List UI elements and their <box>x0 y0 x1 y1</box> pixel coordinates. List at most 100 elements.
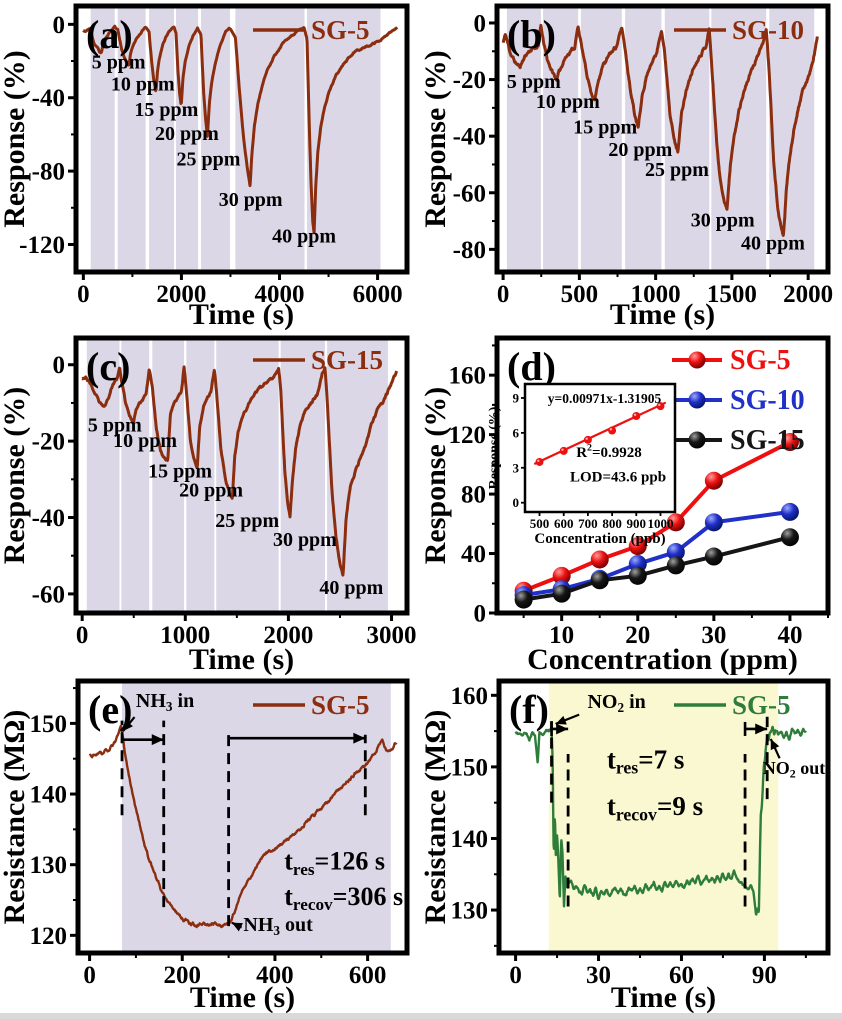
panel-c-chart: 0 1000 2000 3000 0 -20 -40 -60 Time (s) Response … <box>0 335 417 675</box>
svg-text:Response (%): Response (%) <box>487 406 502 489</box>
svg-text:-60: -60 <box>32 581 65 608</box>
svg-text:140: 140 <box>30 782 68 809</box>
svg-text:1000: 1000 <box>647 516 673 531</box>
svg-text:SG-15: SG-15 <box>730 425 805 456</box>
svg-text:(c): (c) <box>86 344 130 389</box>
svg-text:150: 150 <box>30 711 68 738</box>
svg-text:130: 130 <box>30 852 68 879</box>
svg-text:400: 400 <box>256 962 294 989</box>
svg-text:-120: -120 <box>19 232 65 259</box>
svg-text:60: 60 <box>669 962 694 989</box>
panel-a-chart: 0 2000 4000 6000 0 -40 -80 -120 Time (s) Response… <box>0 3 410 330</box>
svg-text:-40: -40 <box>32 505 65 532</box>
svg-text:800: 800 <box>602 516 622 531</box>
svg-text:NO2 out: NO2 out <box>763 758 825 781</box>
svg-text:SG-10: SG-10 <box>732 15 804 45</box>
svg-text:5 ppm: 5 ppm <box>88 415 142 437</box>
svg-text:160: 160 <box>451 683 489 710</box>
panel-a: 0 2000 4000 6000 0 -40 -80 -120 Time (s) Response… <box>0 0 421 330</box>
svg-text:30: 30 <box>701 622 726 649</box>
svg-text:0: 0 <box>53 12 66 39</box>
panel-e: 0 200 400 600 120 130 140 150 Time (s) Resistance… <box>0 675 421 1013</box>
svg-text:Resistance (MΩ): Resistance (MΩ) <box>0 710 31 925</box>
svg-text:120: 120 <box>449 422 487 449</box>
svg-text:160: 160 <box>449 363 487 390</box>
svg-text:0: 0 <box>83 962 96 989</box>
svg-text:1000: 1000 <box>160 622 210 649</box>
svg-text:-60: -60 <box>453 180 486 207</box>
svg-text:200: 200 <box>164 962 202 989</box>
svg-text:0: 0 <box>497 281 510 308</box>
svg-text:NH3 in: NH3 in <box>136 690 194 714</box>
svg-text:30: 30 <box>586 962 611 989</box>
svg-text:1000: 1000 <box>631 281 681 308</box>
svg-text:15 ppm: 15 ppm <box>134 99 198 121</box>
svg-text:140: 140 <box>451 826 489 853</box>
svg-text:SG-10: SG-10 <box>730 385 805 416</box>
panel-d: 10 20 30 40 0 40 80 120 160 Concentration (ppm) Re… <box>421 330 842 675</box>
svg-text:0: 0 <box>53 352 66 379</box>
svg-text:2000: 2000 <box>783 281 833 308</box>
svg-text:Response (%): Response (%) <box>0 50 31 228</box>
svg-text:130: 130 <box>451 898 489 925</box>
svg-text:4000: 4000 <box>255 281 305 308</box>
svg-text:-40: -40 <box>32 85 65 112</box>
svg-text:2000: 2000 <box>263 622 313 649</box>
svg-text:40: 40 <box>461 541 486 568</box>
svg-text:6000: 6000 <box>353 281 403 308</box>
svg-text:(d): (d) <box>507 344 556 389</box>
svg-text:600: 600 <box>349 962 387 989</box>
panel-b: 0 500 1000 1500 2000 0 -20 -40 -60 -80 Time (s) Res… <box>421 0 842 330</box>
svg-text:1500: 1500 <box>707 281 757 308</box>
svg-text:Time (s): Time (s) <box>189 298 294 330</box>
svg-text:15 ppm: 15 ppm <box>148 460 212 482</box>
svg-text:-20: -20 <box>453 67 486 94</box>
svg-text:10 ppm: 10 ppm <box>536 91 600 113</box>
svg-text:3000: 3000 <box>367 622 417 649</box>
svg-text:trecov=306 s: trecov=306 s <box>284 882 403 914</box>
svg-text:15 ppm: 15 ppm <box>573 116 637 138</box>
svg-text:20: 20 <box>625 622 650 649</box>
svg-text:5 ppm: 5 ppm <box>507 71 561 93</box>
svg-text:0: 0 <box>513 495 520 510</box>
svg-text:NH3 out: NH3 out <box>243 914 313 938</box>
svg-text:Resistance (MΩ): Resistance (MΩ) <box>421 710 452 925</box>
svg-text:900: 900 <box>627 516 647 531</box>
page-edge-strip <box>0 1013 842 1019</box>
svg-text:700: 700 <box>578 516 598 531</box>
svg-text:y=0.00971x-1.31905: y=0.00971x-1.31905 <box>548 391 662 406</box>
svg-text:20 ppm: 20 ppm <box>179 480 243 502</box>
svg-text:SG-5: SG-5 <box>311 690 370 720</box>
svg-text:-80: -80 <box>453 237 486 264</box>
svg-text:0: 0 <box>474 10 487 37</box>
svg-text:2000: 2000 <box>156 281 206 308</box>
svg-text:-40: -40 <box>453 124 486 151</box>
svg-text:150: 150 <box>451 754 489 781</box>
svg-text:Concentration (ppb): Concentration (ppb) <box>534 531 665 547</box>
svg-text:500: 500 <box>561 281 599 308</box>
svg-text:Response (%): Response (%) <box>421 387 452 565</box>
svg-text:trecov=9 s: trecov=9 s <box>607 791 703 824</box>
svg-text:25 ppm: 25 ppm <box>645 159 709 181</box>
svg-text:(b): (b) <box>507 12 556 57</box>
svg-text:10 ppm: 10 ppm <box>113 430 177 452</box>
svg-text:40 ppm: 40 ppm <box>319 577 383 599</box>
svg-text:SG-5: SG-5 <box>730 345 791 376</box>
svg-text:-20: -20 <box>32 429 65 456</box>
svg-text:120: 120 <box>30 923 68 950</box>
svg-text:25 ppm: 25 ppm <box>177 149 241 171</box>
svg-text:Time (s): Time (s) <box>611 981 716 1013</box>
svg-text:tres=126 s: tres=126 s <box>284 847 385 879</box>
svg-text:(a): (a) <box>86 12 133 57</box>
svg-text:30 ppm: 30 ppm <box>691 210 755 232</box>
svg-text:40 ppm: 40 ppm <box>741 232 805 254</box>
svg-text:20 ppm: 20 ppm <box>155 123 219 145</box>
svg-text:Concentration (ppm): Concentration (ppm) <box>527 643 798 675</box>
svg-text:10: 10 <box>549 622 574 649</box>
svg-text:30 ppm: 30 ppm <box>219 189 283 211</box>
svg-text:5 ppm: 5 ppm <box>92 51 146 73</box>
svg-text:600: 600 <box>554 516 574 531</box>
svg-text:(f): (f) <box>509 687 549 732</box>
